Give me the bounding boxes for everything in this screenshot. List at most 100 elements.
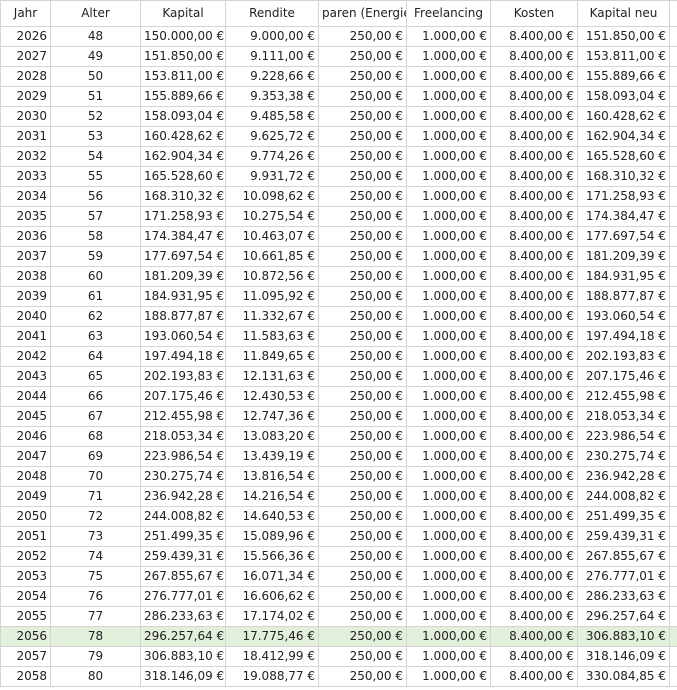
- cell: 1.000,00 €: [406, 66, 491, 87]
- cell: [669, 466, 677, 487]
- table-row: 2051 73 251.499,35 €15.089,96 €250,00 €1.0…: [0, 526, 677, 547]
- cell: 2026: [0, 26, 51, 47]
- cell: 171.258,93 €: [577, 186, 670, 207]
- cell: 306.883,10 €: [140, 646, 226, 667]
- cell: [669, 406, 677, 427]
- cell: 8.400,00 €: [490, 526, 578, 547]
- cell: 8.400,00 €: [490, 86, 578, 107]
- cell: 2050: [0, 506, 51, 527]
- cell: 8.400,00 €: [490, 226, 578, 247]
- cell: 2030: [0, 106, 51, 127]
- cell: 236.942,28 €: [140, 486, 226, 507]
- cell: [669, 646, 677, 667]
- table-row: 2040 62 188.877,87 €11.332,67 €250,00 €1.0…: [0, 306, 677, 327]
- cell: 1.000,00 €: [406, 666, 491, 687]
- cell: 188.877,87 €: [577, 286, 670, 307]
- cell: 2028: [0, 66, 51, 87]
- cell: 13.816,54 €: [225, 466, 319, 487]
- cell: 8.400,00 €: [490, 646, 578, 667]
- cell: 12.131,63 €: [225, 366, 319, 387]
- table-row: 2050 72 244.008,82 €14.640,53 €250,00 €1.0…: [0, 506, 677, 527]
- cell: 8.400,00 €: [490, 466, 578, 487]
- cell: [669, 666, 677, 687]
- cell: 8.400,00 €: [490, 306, 578, 327]
- cell: 202.193,83 €: [140, 366, 226, 387]
- cell: [669, 486, 677, 507]
- cell: 13.439,19 €: [225, 446, 319, 467]
- cell: 2032: [0, 146, 51, 167]
- cell: [669, 266, 677, 287]
- cell: 218.053,34 €: [577, 406, 670, 427]
- cell: 318.146,09 €: [140, 666, 226, 687]
- column-header: Kapital: [140, 0, 226, 27]
- cell: 162.904,34 €: [140, 146, 226, 167]
- cell: 1.000,00 €: [406, 266, 491, 287]
- cell: 76: [50, 586, 141, 607]
- cell: 212.455,98 €: [140, 406, 226, 427]
- cell: [669, 146, 677, 167]
- cell: 250,00 €: [318, 486, 407, 507]
- table-row: 2056 78 296.257,64 €17.775,46 €250,00 €1.0…: [0, 626, 677, 647]
- cell: 162.904,34 €: [577, 126, 670, 147]
- cell: 1.000,00 €: [406, 206, 491, 227]
- table-row: 2052 74 259.439,31 €15.566,36 €250,00 €1.0…: [0, 546, 677, 567]
- cell: 250,00 €: [318, 526, 407, 547]
- cell: 1.000,00 €: [406, 46, 491, 67]
- cell: 10.098,62 €: [225, 186, 319, 207]
- cell: 250,00 €: [318, 466, 407, 487]
- table-row: 2042 64 197.494,18 €11.849,65 €250,00 €1.0…: [0, 346, 677, 367]
- cell: [669, 426, 677, 447]
- cell: 259.439,31 €: [577, 526, 670, 547]
- cell: 8.400,00 €: [490, 26, 578, 47]
- cell: 10.275,54 €: [225, 206, 319, 227]
- cell: 250,00 €: [318, 66, 407, 87]
- cell: 9.000,00 €: [225, 26, 319, 47]
- cell: 8.400,00 €: [490, 486, 578, 507]
- cell: 286.233,63 €: [577, 586, 670, 607]
- cell: 251.499,35 €: [577, 506, 670, 527]
- cell: [669, 106, 677, 127]
- cell: [669, 626, 677, 647]
- cell: 9.625,72 €: [225, 126, 319, 147]
- table-row: 2026 48 150.000,00 €9.000,00 €250,00 €1.00…: [0, 26, 677, 47]
- column-header: Kapital neu: [577, 0, 670, 27]
- cell: 8.400,00 €: [490, 286, 578, 307]
- cell: 8.400,00 €: [490, 666, 578, 687]
- table-row: 2032 54 162.904,34 €9.774,26 €250,00 €1.00…: [0, 146, 677, 167]
- cell: 276.777,01 €: [577, 566, 670, 587]
- column-header: Kosten: [490, 0, 578, 27]
- cell: 2044: [0, 386, 51, 407]
- cell: 250,00 €: [318, 226, 407, 247]
- cell: 54: [50, 146, 141, 167]
- cell: 79: [50, 646, 141, 667]
- cell: 153.811,00 €: [140, 66, 226, 87]
- cell: 72: [50, 506, 141, 527]
- cell: 174.384,47 €: [140, 226, 226, 247]
- cell: 151.850,00 €: [577, 26, 670, 47]
- cell: 250,00 €: [318, 186, 407, 207]
- cell: 10.463,07 €: [225, 226, 319, 247]
- table-row: 2045 67 212.455,98 €12.747,36 €250,00 €1.0…: [0, 406, 677, 427]
- cell: 8.400,00 €: [490, 346, 578, 367]
- cell: 78: [50, 626, 141, 647]
- cell: 49: [50, 46, 141, 67]
- cell: 8.400,00 €: [490, 46, 578, 67]
- cell: 9.228,66 €: [225, 66, 319, 87]
- cell: 250,00 €: [318, 446, 407, 467]
- cell: 56: [50, 186, 141, 207]
- cell: 8.400,00 €: [490, 126, 578, 147]
- cell: 65: [50, 366, 141, 387]
- cell: 60: [50, 266, 141, 287]
- cell: [669, 606, 677, 627]
- cell: 62: [50, 306, 141, 327]
- cell: 48: [50, 26, 141, 47]
- cell: 11.095,92 €: [225, 286, 319, 307]
- cell: 11.583,63 €: [225, 326, 319, 347]
- column-header: Alter: [50, 0, 141, 27]
- cell: 8.400,00 €: [490, 386, 578, 407]
- cell: 1.000,00 €: [406, 186, 491, 207]
- cell: 8.400,00 €: [490, 206, 578, 227]
- table-row: 2031 53 160.428,62 €9.625,72 €250,00 €1.00…: [0, 126, 677, 147]
- cell: 250,00 €: [318, 306, 407, 327]
